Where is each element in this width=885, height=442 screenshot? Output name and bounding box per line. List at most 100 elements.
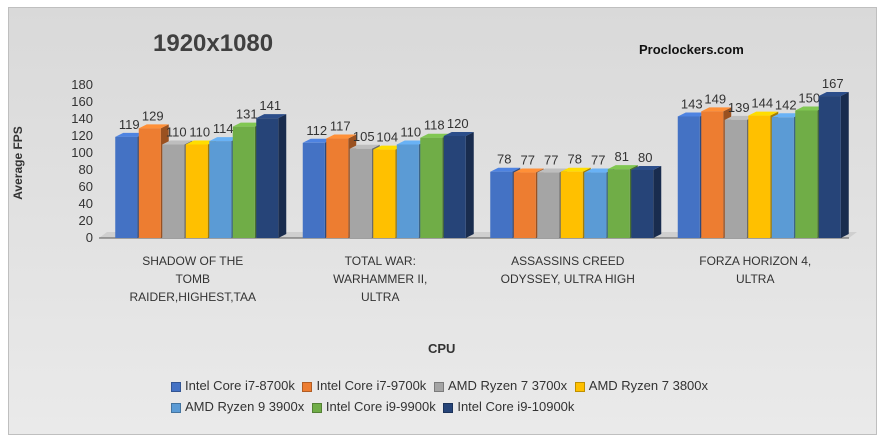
bar-top [185, 140, 216, 145]
data-label: 149 [704, 91, 726, 106]
legend-label: AMD Ryzen 7 3700x [447, 378, 568, 393]
x-tick-label: ULTRA [361, 290, 399, 304]
bar [326, 138, 349, 238]
bar-top [631, 166, 662, 170]
legend-item: Intel Core i7-9700k [302, 378, 426, 393]
data-label: 143 [681, 96, 703, 111]
data-label: 78 [568, 152, 582, 167]
legend-swatch-4 [171, 402, 181, 413]
legend-swatch-2 [433, 381, 444, 392]
data-label: 78 [497, 152, 511, 167]
data-label: 77 [544, 153, 558, 168]
bar [420, 137, 443, 238]
brand-label: Proclockers.com [639, 42, 744, 57]
bar-top [818, 92, 849, 97]
data-label: 77 [521, 153, 535, 168]
legend-swatch-5 [311, 402, 322, 413]
bar-top [677, 112, 708, 117]
data-label: 117 [330, 119, 351, 134]
bar [115, 136, 138, 238]
chart-frame: 0 20 40 60 80 100 120 140 160 180 119 129 110 110 114 1… [8, 7, 877, 435]
y-tick-label: 140 [71, 111, 93, 126]
y-tick-label: 0 [86, 230, 93, 245]
bar-top [373, 145, 404, 150]
bar [724, 119, 747, 238]
x-tick-label: ULTRA [736, 272, 774, 286]
y-tick-label: 100 [71, 145, 93, 160]
data-label: 110 [166, 125, 187, 140]
bar [490, 171, 513, 238]
bar [748, 115, 771, 238]
bar-top [560, 167, 591, 172]
y-tick-label: 20 [79, 213, 93, 228]
bar [795, 110, 818, 238]
legend-label: AMD Ryzen 9 3900x [185, 399, 305, 414]
bar [537, 172, 560, 238]
bar-top [771, 113, 802, 118]
x-tick-label: TOTAL WAR: [345, 254, 416, 268]
x-tick-label: RAIDER,HIGHEST,TAA [130, 290, 256, 304]
data-label: 129 [142, 108, 164, 123]
bar [443, 136, 466, 238]
legend: Intel Core i7-8700k Intel Core i7-9700k … [171, 378, 751, 420]
bar [302, 142, 325, 238]
bar [232, 126, 255, 238]
bar [607, 169, 630, 238]
y-tick-label: 160 [71, 94, 93, 109]
legend-swatch-3 [574, 381, 585, 392]
bar [677, 116, 700, 238]
chart-floor [99, 232, 857, 238]
bar-top [537, 168, 568, 173]
data-label: 114 [213, 121, 234, 136]
bar [209, 141, 232, 238]
data-label: 118 [424, 118, 445, 133]
x-tick-label: SHADOW OF THE [142, 254, 243, 268]
legend-item: Intel Core i7-8700k [171, 378, 295, 393]
bar-top [420, 133, 451, 138]
data-label: 167 [822, 76, 844, 91]
legend-label: Intel Core i9-10900k [457, 399, 575, 414]
data-label: 104 [376, 130, 398, 145]
x-axis-label: CPU [428, 341, 456, 356]
bar-top [326, 134, 357, 139]
data-label: 131 [236, 107, 258, 122]
data-label: 150 [798, 91, 820, 106]
bar [185, 144, 208, 238]
bar-top [701, 107, 732, 112]
bar-top [138, 124, 169, 129]
legend-item: AMD Ryzen 9 3900x [171, 399, 304, 414]
x-tick-label: ASSASSINS CREED [511, 254, 625, 268]
y-tick-label: 40 [79, 196, 93, 211]
data-label: 81 [615, 149, 629, 164]
bar-side [653, 166, 662, 238]
data-label: 110 [189, 125, 210, 140]
legend-label: Intel Core i7-8700k [185, 378, 295, 393]
bar-top [607, 165, 638, 170]
x-tick-label: ODYSSEY, ULTRA HIGH [501, 272, 635, 286]
bar-side [278, 114, 287, 238]
bar-top [115, 132, 146, 137]
bar [349, 148, 372, 238]
bar [560, 171, 583, 238]
bar-top [748, 111, 779, 116]
data-label: 119 [119, 117, 140, 132]
bar [701, 111, 724, 238]
x-tick-label: FORZA HORIZON 4, [699, 254, 811, 268]
bar [162, 144, 185, 238]
bar-top [490, 167, 521, 172]
y-axis-label: Average FPS [11, 126, 25, 200]
bar-top [302, 138, 333, 143]
bar-top [256, 114, 287, 119]
bar-top [396, 140, 427, 145]
bar-top [724, 115, 755, 120]
bar [396, 144, 419, 238]
legend-item: Intel Core i9-10900k [443, 399, 574, 414]
legend-swatch-0 [171, 381, 181, 392]
data-label: 144 [751, 96, 773, 111]
bar-top [584, 168, 615, 173]
y-tick-label: 180 [71, 77, 93, 92]
bar [584, 172, 607, 238]
x-tick-label: TOMB [176, 272, 210, 286]
bar-side [840, 92, 849, 238]
